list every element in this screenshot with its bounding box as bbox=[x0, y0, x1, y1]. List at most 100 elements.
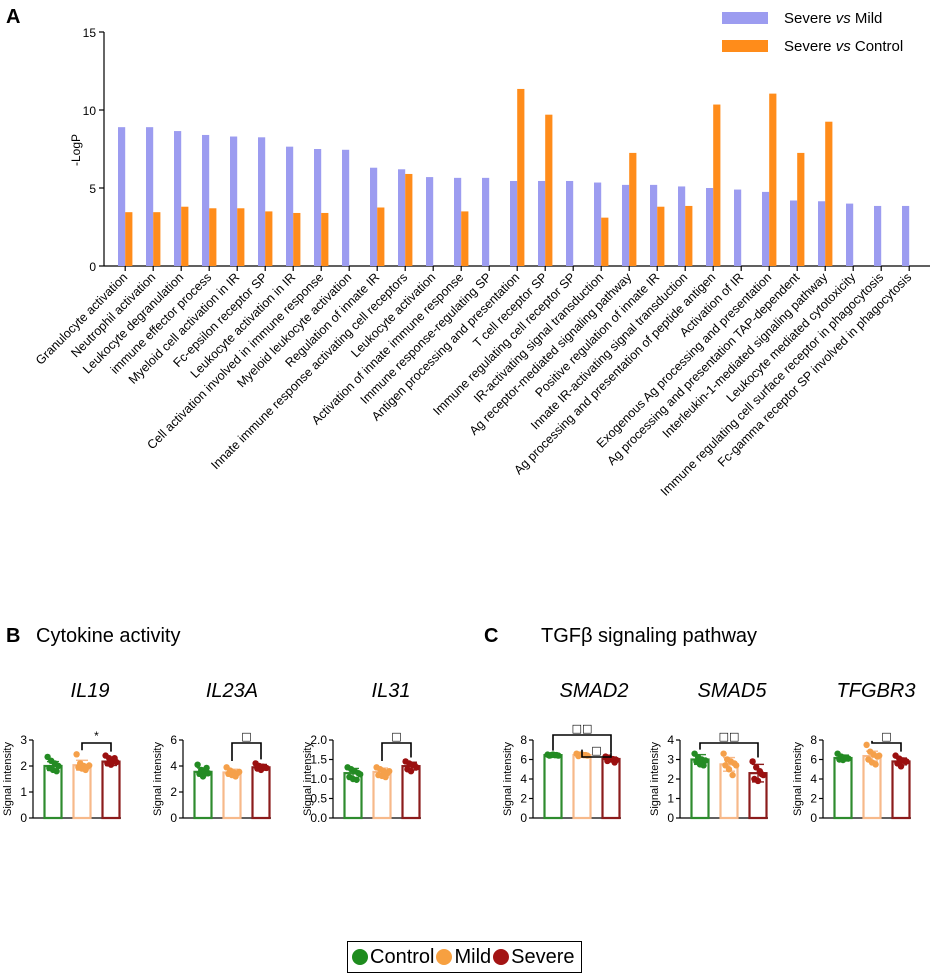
data-point-control bbox=[199, 773, 207, 780]
y-tick-label: 1 bbox=[20, 785, 27, 799]
significance-mark: □ bbox=[591, 744, 601, 757]
significance-bracket bbox=[581, 749, 612, 758]
significance-bracket bbox=[699, 742, 759, 758]
data-point-severe bbox=[758, 770, 765, 778]
bar-severe-vs-mild bbox=[286, 146, 294, 266]
gene-title: IL31 bbox=[372, 680, 411, 702]
bar-severe-vs-control bbox=[601, 217, 609, 266]
data-point-control bbox=[203, 764, 210, 772]
gene-title: SMAD2 bbox=[560, 680, 629, 702]
data-point-mild bbox=[876, 752, 883, 759]
data-point-mild bbox=[863, 741, 870, 749]
data-point-control bbox=[700, 762, 707, 769]
mild-dot-icon bbox=[436, 949, 453, 965]
data-point-mild bbox=[386, 768, 393, 775]
y-axis-label: Signal intensity bbox=[502, 742, 514, 816]
bar-severe-vs-mild bbox=[174, 131, 182, 266]
y-tick-label: 0 bbox=[20, 811, 27, 825]
y-axis-label: -LogP bbox=[69, 134, 83, 166]
data-point-severe bbox=[611, 759, 618, 766]
bar-severe-vs-mild bbox=[118, 127, 126, 266]
bar-severe-vs-mild bbox=[706, 188, 714, 266]
y-axis-label: Signal intensity bbox=[152, 742, 164, 816]
data-point-mild bbox=[86, 762, 93, 769]
bar-severe-vs-control bbox=[797, 152, 805, 266]
bar-severe-vs-control bbox=[713, 104, 721, 266]
panel-a-label: A bbox=[6, 6, 20, 28]
panel-c-label: C bbox=[484, 625, 498, 647]
y-tick-label: 0 bbox=[667, 811, 674, 825]
data-point-mild bbox=[382, 773, 389, 781]
data-point-control bbox=[53, 768, 60, 775]
y-tick-label: 15 bbox=[83, 26, 97, 40]
subplot-il23a: IL23A 0 2 4 6 Signal intensity □ bbox=[152, 680, 271, 825]
bar-severe-vs-mild bbox=[510, 180, 518, 266]
bar-mild bbox=[72, 764, 92, 820]
y-axis-label: Signal intensity bbox=[2, 742, 14, 816]
bar-control bbox=[43, 764, 63, 820]
y-tick-label: 8 bbox=[810, 733, 817, 747]
y-tick-label: 2 bbox=[20, 759, 27, 773]
severe-dot-icon bbox=[493, 949, 510, 965]
bar-severe-vs-control bbox=[825, 121, 833, 266]
significance-mark: □□ bbox=[572, 722, 593, 735]
bar-severe-vs-mild bbox=[762, 191, 770, 266]
y-tick-label: 2 bbox=[667, 772, 674, 786]
data-point-control bbox=[353, 776, 360, 783]
y-tick-label: 4 bbox=[520, 772, 527, 786]
y-axis-label: Signal intensity bbox=[649, 742, 661, 816]
gene-title: SMAD5 bbox=[698, 680, 768, 702]
legend-label-severe: Severe bbox=[511, 945, 575, 968]
legend-swatch bbox=[722, 40, 768, 52]
bar-severe-vs-mild bbox=[398, 169, 406, 266]
bar-control bbox=[690, 758, 710, 820]
bar-severe-vs-control bbox=[181, 206, 189, 266]
data-point-mild bbox=[725, 766, 733, 773]
y-axis-label: Signal intensity bbox=[302, 742, 314, 816]
bar-severe-vs-mild bbox=[202, 134, 210, 266]
bar-severe-vs-mild bbox=[818, 201, 826, 266]
y-tick-label: 3 bbox=[667, 753, 674, 767]
bar-severe-vs-mild bbox=[258, 137, 266, 266]
data-point-control bbox=[553, 751, 560, 759]
significance-mark: □ bbox=[391, 730, 401, 743]
bar-severe-vs-control bbox=[461, 211, 469, 266]
subplot-tfgbr3: TFGBR3 0 2 4 6 8 Signal intensity □ bbox=[792, 680, 915, 825]
significance-mark: * bbox=[94, 729, 99, 743]
bar-severe-vs-mild bbox=[230, 136, 238, 266]
bar-severe-vs-mild bbox=[426, 177, 434, 266]
bar-severe-vs-mild bbox=[314, 149, 322, 266]
y-tick-label: 6 bbox=[170, 733, 177, 747]
panel-c-title: TGFβ signaling pathway bbox=[541, 625, 757, 647]
y-tick-label: 0 bbox=[810, 811, 817, 825]
group-legend: Control Mild Severe bbox=[347, 941, 582, 973]
data-point-severe bbox=[754, 777, 762, 785]
significance-mark: □ bbox=[241, 730, 251, 743]
panel-b-label: B bbox=[6, 625, 20, 647]
y-tick-label: 4 bbox=[667, 733, 674, 747]
bar-severe-vs-control bbox=[265, 211, 273, 266]
data-point-severe bbox=[411, 762, 418, 769]
data-point-severe bbox=[897, 763, 905, 770]
bar-severe-vs-control bbox=[657, 206, 665, 266]
y-tick-label: 4 bbox=[810, 772, 817, 786]
bar-severe bbox=[101, 760, 121, 820]
data-point-control bbox=[702, 757, 709, 764]
figure-canvas: A B Cytokine activity C TGFβ signaling p… bbox=[2, 6, 930, 825]
bar-control bbox=[833, 756, 853, 820]
bar-severe-vs-control bbox=[237, 208, 245, 266]
bar-severe-vs-mild bbox=[566, 180, 574, 266]
data-point-mild bbox=[73, 751, 80, 758]
subplot-il19: IL19 0 1 2 3 Signal intensity * bbox=[2, 680, 121, 825]
y-tick-label: 2.0 bbox=[310, 733, 327, 747]
bar-severe-vs-control bbox=[209, 208, 217, 266]
data-point-mild bbox=[232, 773, 239, 780]
bar-severe-vs-mild bbox=[678, 186, 686, 266]
legend-item-severe: Severe bbox=[493, 945, 575, 969]
panel-b-title: Cytokine activity bbox=[36, 625, 181, 647]
bar-severe-vs-control bbox=[321, 212, 329, 266]
data-point-severe bbox=[407, 768, 415, 775]
data-point-control bbox=[194, 761, 201, 768]
bar-severe-vs-mild bbox=[650, 184, 658, 266]
